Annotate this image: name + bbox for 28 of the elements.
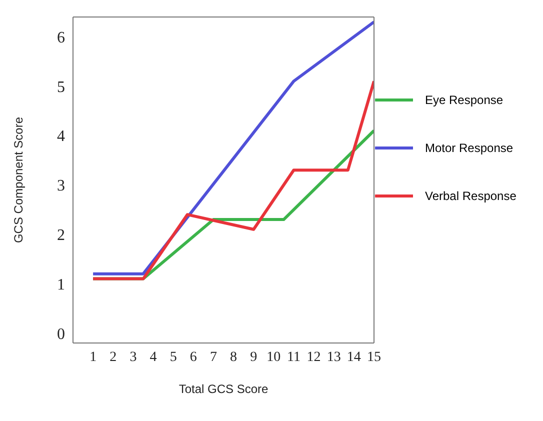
y-tick-label: 5 (57, 78, 65, 96)
y-tick-label: 2 (57, 227, 65, 244)
legend-label: Verbal Response (425, 189, 516, 203)
x-tick-label: 13 (326, 350, 341, 365)
y-tick-label: 3 (57, 178, 65, 195)
x-axis-title: Total GCS Score (178, 382, 269, 396)
x-tick-label: 2 (110, 350, 117, 365)
x-tick-label: 11 (286, 350, 300, 365)
y-tick-label: 4 (57, 128, 65, 146)
y-axis-title: GCS Component Score (11, 116, 26, 244)
x-tick-label: 9 (250, 350, 258, 365)
x-tick-label: 12 (306, 350, 321, 365)
x-tick-label: 1 (90, 350, 97, 365)
y-tick-label: 0 (57, 326, 65, 343)
y-tick-label: 1 (57, 276, 65, 294)
x-tick-label: 6 (190, 350, 197, 365)
x-tick-label: 8 (230, 350, 238, 365)
y-tick-label: 6 (57, 29, 65, 46)
legend-label: Eye Response (425, 93, 504, 107)
x-tick-label: 14 (346, 350, 361, 365)
x-tick-label: 5 (170, 350, 177, 365)
legend-label: Motor Response (425, 141, 514, 155)
x-tick-label: 4 (150, 350, 157, 365)
x-tick-label: 7 (210, 350, 217, 365)
x-tick-label: 15 (367, 350, 381, 365)
x-tick-label: 3 (130, 350, 137, 365)
x-tick-label: 10 (266, 350, 281, 365)
line-series (92, 80, 374, 280)
